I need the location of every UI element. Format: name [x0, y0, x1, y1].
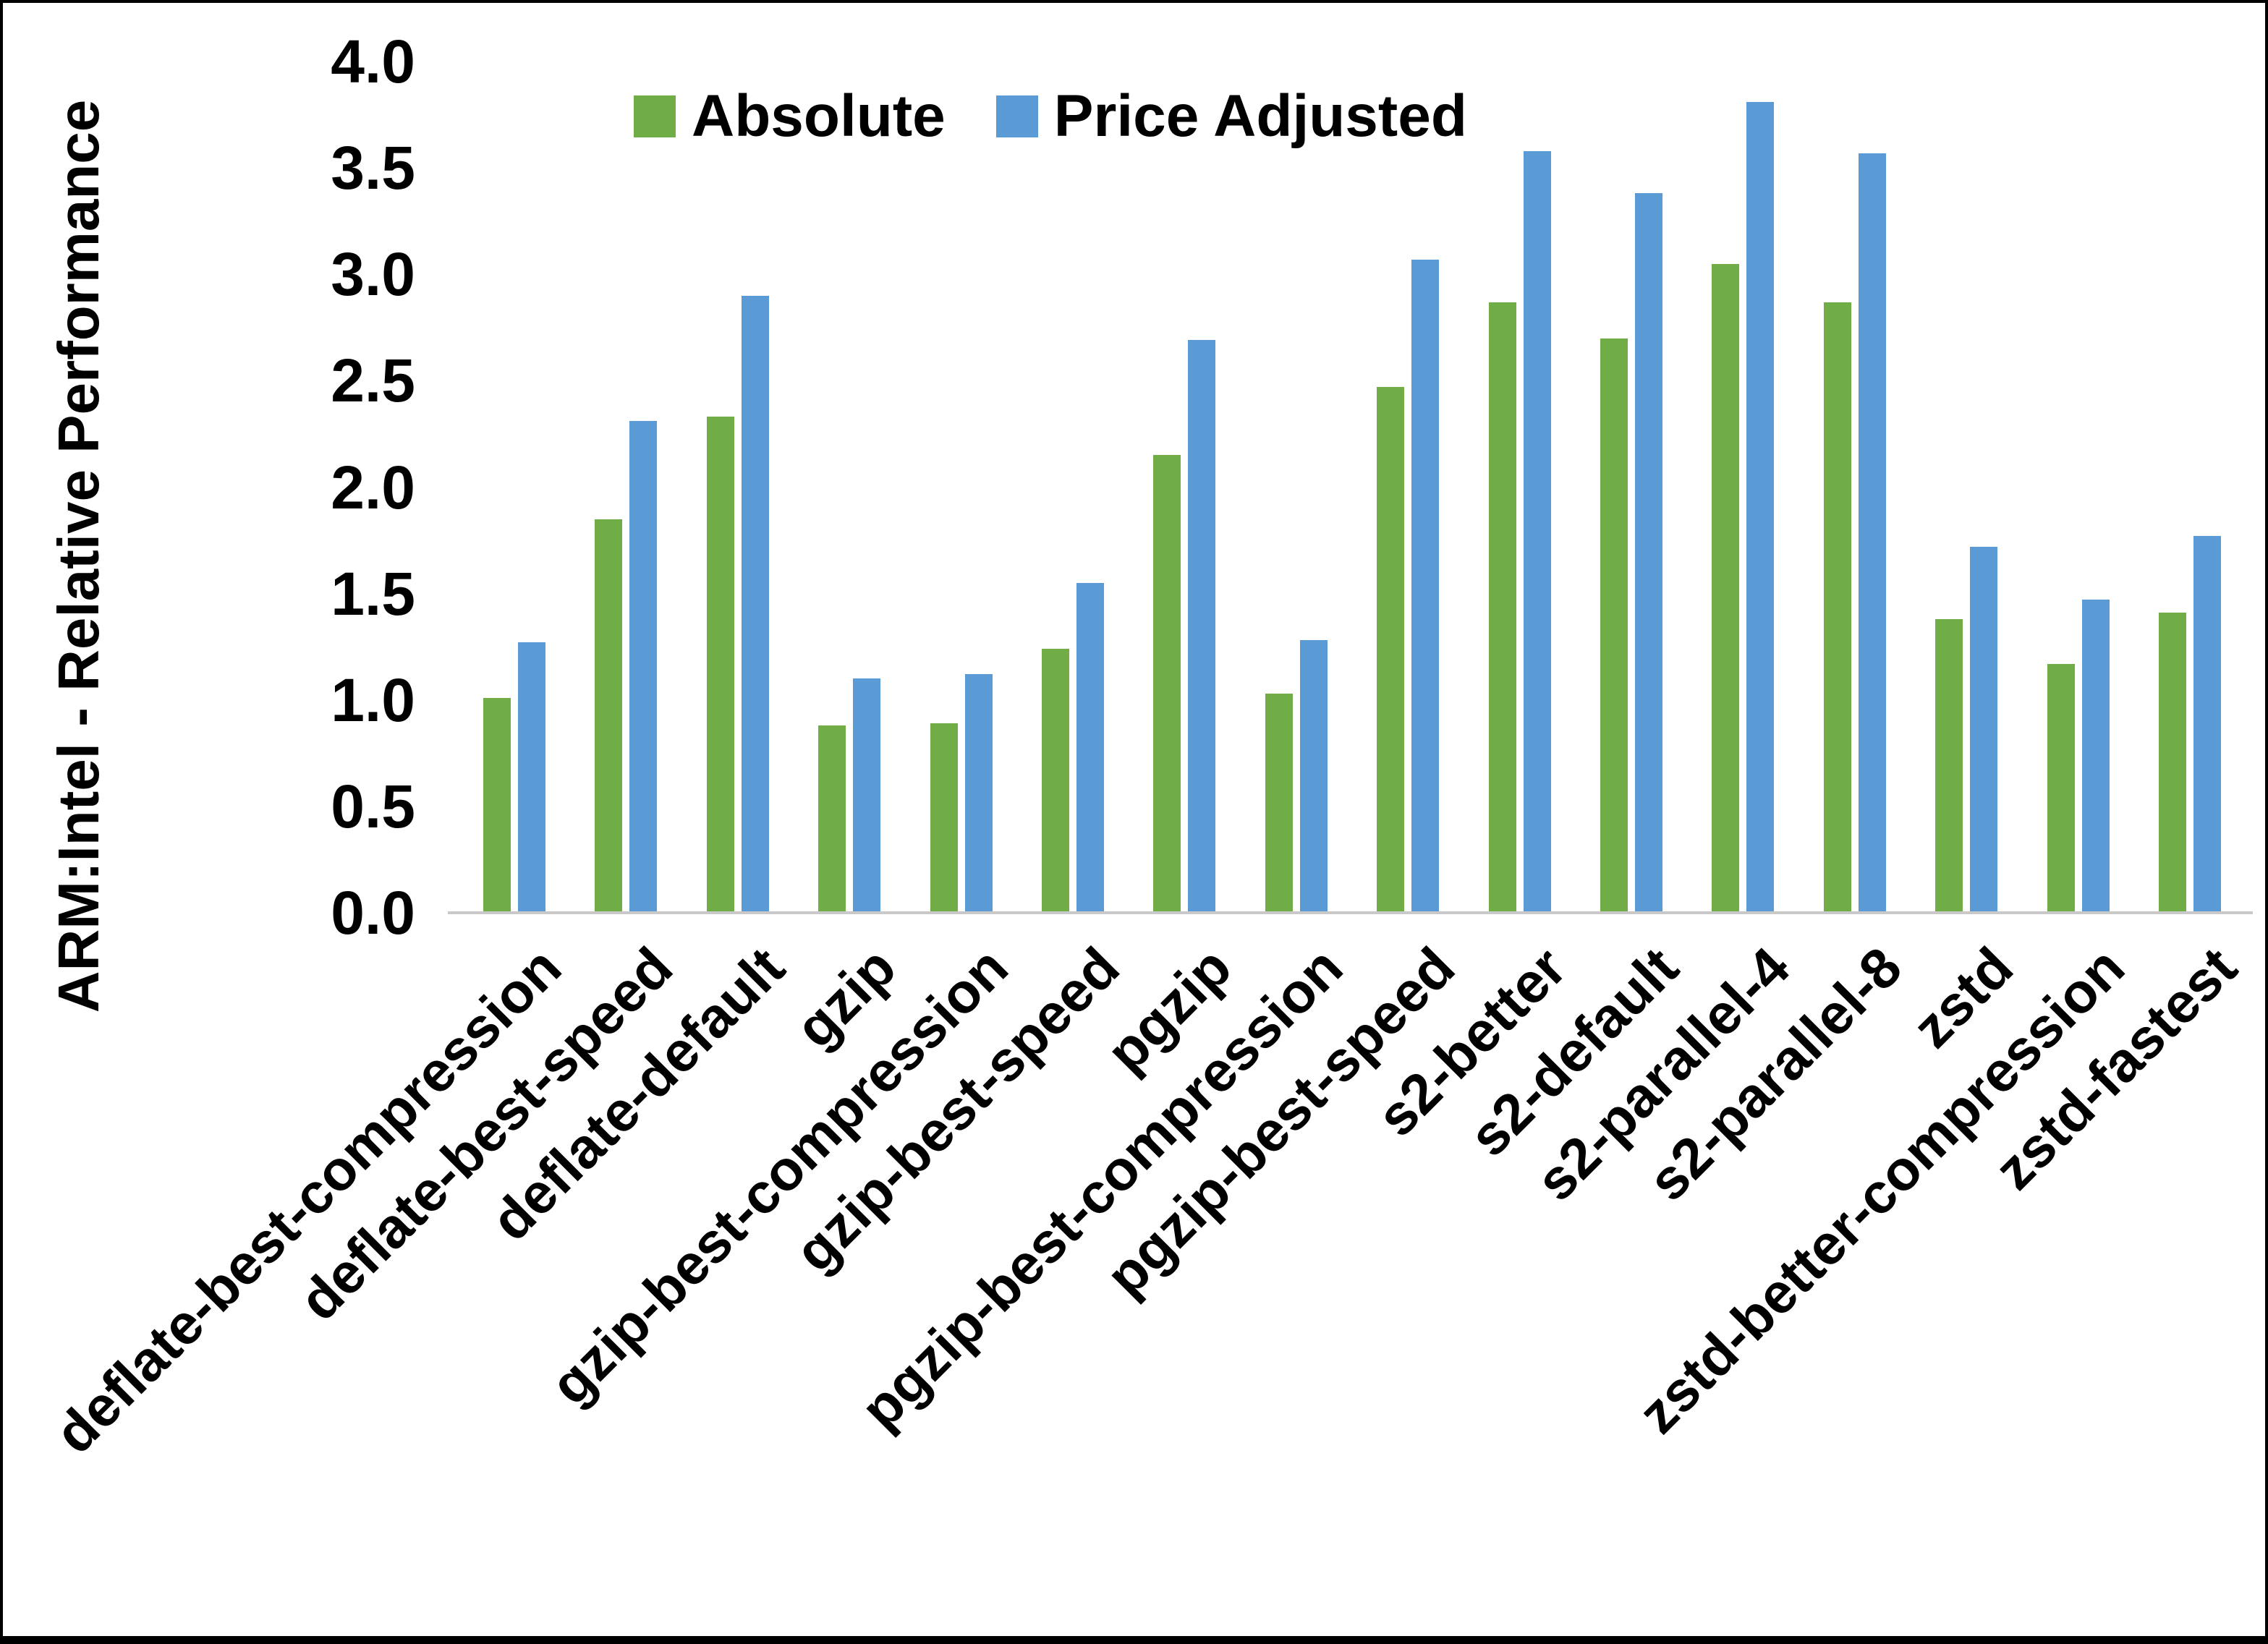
- bar-price-adjusted-s2-parallel-4: [1746, 101, 1775, 913]
- bar-absolute-pgzip-best-compression: [1265, 693, 1293, 913]
- bar-price-adjusted-gzip: [853, 678, 881, 913]
- y-tick-label: 2.5: [331, 346, 415, 415]
- y-tick-label: 3.0: [331, 240, 415, 309]
- y-tick-label: 1.5: [331, 559, 415, 628]
- y-tick-label: 2.0: [331, 453, 415, 521]
- bar-absolute-zstd: [1935, 618, 1963, 913]
- y-tick-label: 3.5: [331, 134, 415, 203]
- bar-price-adjusted-deflate-best-compression: [518, 642, 545, 913]
- bar-price-adjusted-pgzip-best-compression: [1299, 640, 1328, 913]
- bar-absolute-s2-better: [1488, 302, 1516, 913]
- bar-absolute-gzip: [818, 725, 846, 913]
- bar-absolute-gzip-best-compression: [930, 723, 958, 913]
- bar-absolute-gzip-best-speed: [1042, 649, 1069, 913]
- y-tick-label: 1.0: [331, 665, 415, 734]
- bar-price-adjusted-s2-default: [1635, 193, 1662, 913]
- bar-absolute-s2-parallel-4: [1712, 263, 1740, 913]
- bar-absolute-zstd-better-compression: [2047, 663, 2075, 913]
- bar-absolute-zstd-fastest: [2159, 613, 2186, 913]
- bar-price-adjusted-gzip-best-compression: [964, 674, 993, 913]
- bar-price-adjusted-zstd-fastest: [2193, 536, 2221, 913]
- x-axis-baseline: [448, 911, 2253, 914]
- chart-legend: Absolute Price Adjusted: [634, 87, 1467, 146]
- legend-label-absolute: Absolute: [692, 83, 946, 149]
- bar-price-adjusted-deflate-best-speed: [629, 421, 658, 913]
- bar-price-adjusted-zstd: [1970, 546, 1998, 913]
- legend-label-price-adjusted: Price Adjusted: [1053, 83, 1467, 149]
- bar-absolute-deflate-best-speed: [595, 519, 623, 913]
- bar-price-adjusted-zstd-better-compression: [2081, 600, 2110, 913]
- y-tick-label: 0.5: [331, 772, 415, 840]
- bar-absolute-pgzip-best-speed: [1377, 387, 1405, 913]
- y-tick-label: 0.0: [331, 879, 415, 947]
- bar-price-adjusted-s2-parallel-8: [1858, 153, 1886, 913]
- bar-absolute-pgzip: [1153, 455, 1181, 913]
- bar-price-adjusted-deflate-default: [741, 295, 769, 913]
- bar-absolute-s2-parallel-8: [1823, 302, 1851, 913]
- bar-price-adjusted-s2-better: [1523, 150, 1551, 913]
- legend-item-price-adjusted: Price Adjusted: [995, 83, 1467, 149]
- bar-absolute-deflate-best-compression: [483, 697, 511, 913]
- bar-price-adjusted-pgzip-best-speed: [1411, 259, 1440, 913]
- legend-swatch-absolute-icon: [634, 95, 676, 137]
- bar-price-adjusted-gzip-best-speed: [1076, 582, 1104, 913]
- y-tick-label: 4.0: [331, 27, 415, 95]
- bar-price-adjusted-pgzip: [1188, 340, 1216, 913]
- bar-absolute-s2-default: [1600, 338, 1628, 913]
- y-axis-title: ARM:Intel - Relative Performance: [46, 99, 111, 1013]
- bar-absolute-deflate-default: [706, 417, 734, 913]
- legend-swatch-price-adjusted-icon: [995, 95, 1038, 137]
- legend-item-absolute: Absolute: [634, 87, 946, 146]
